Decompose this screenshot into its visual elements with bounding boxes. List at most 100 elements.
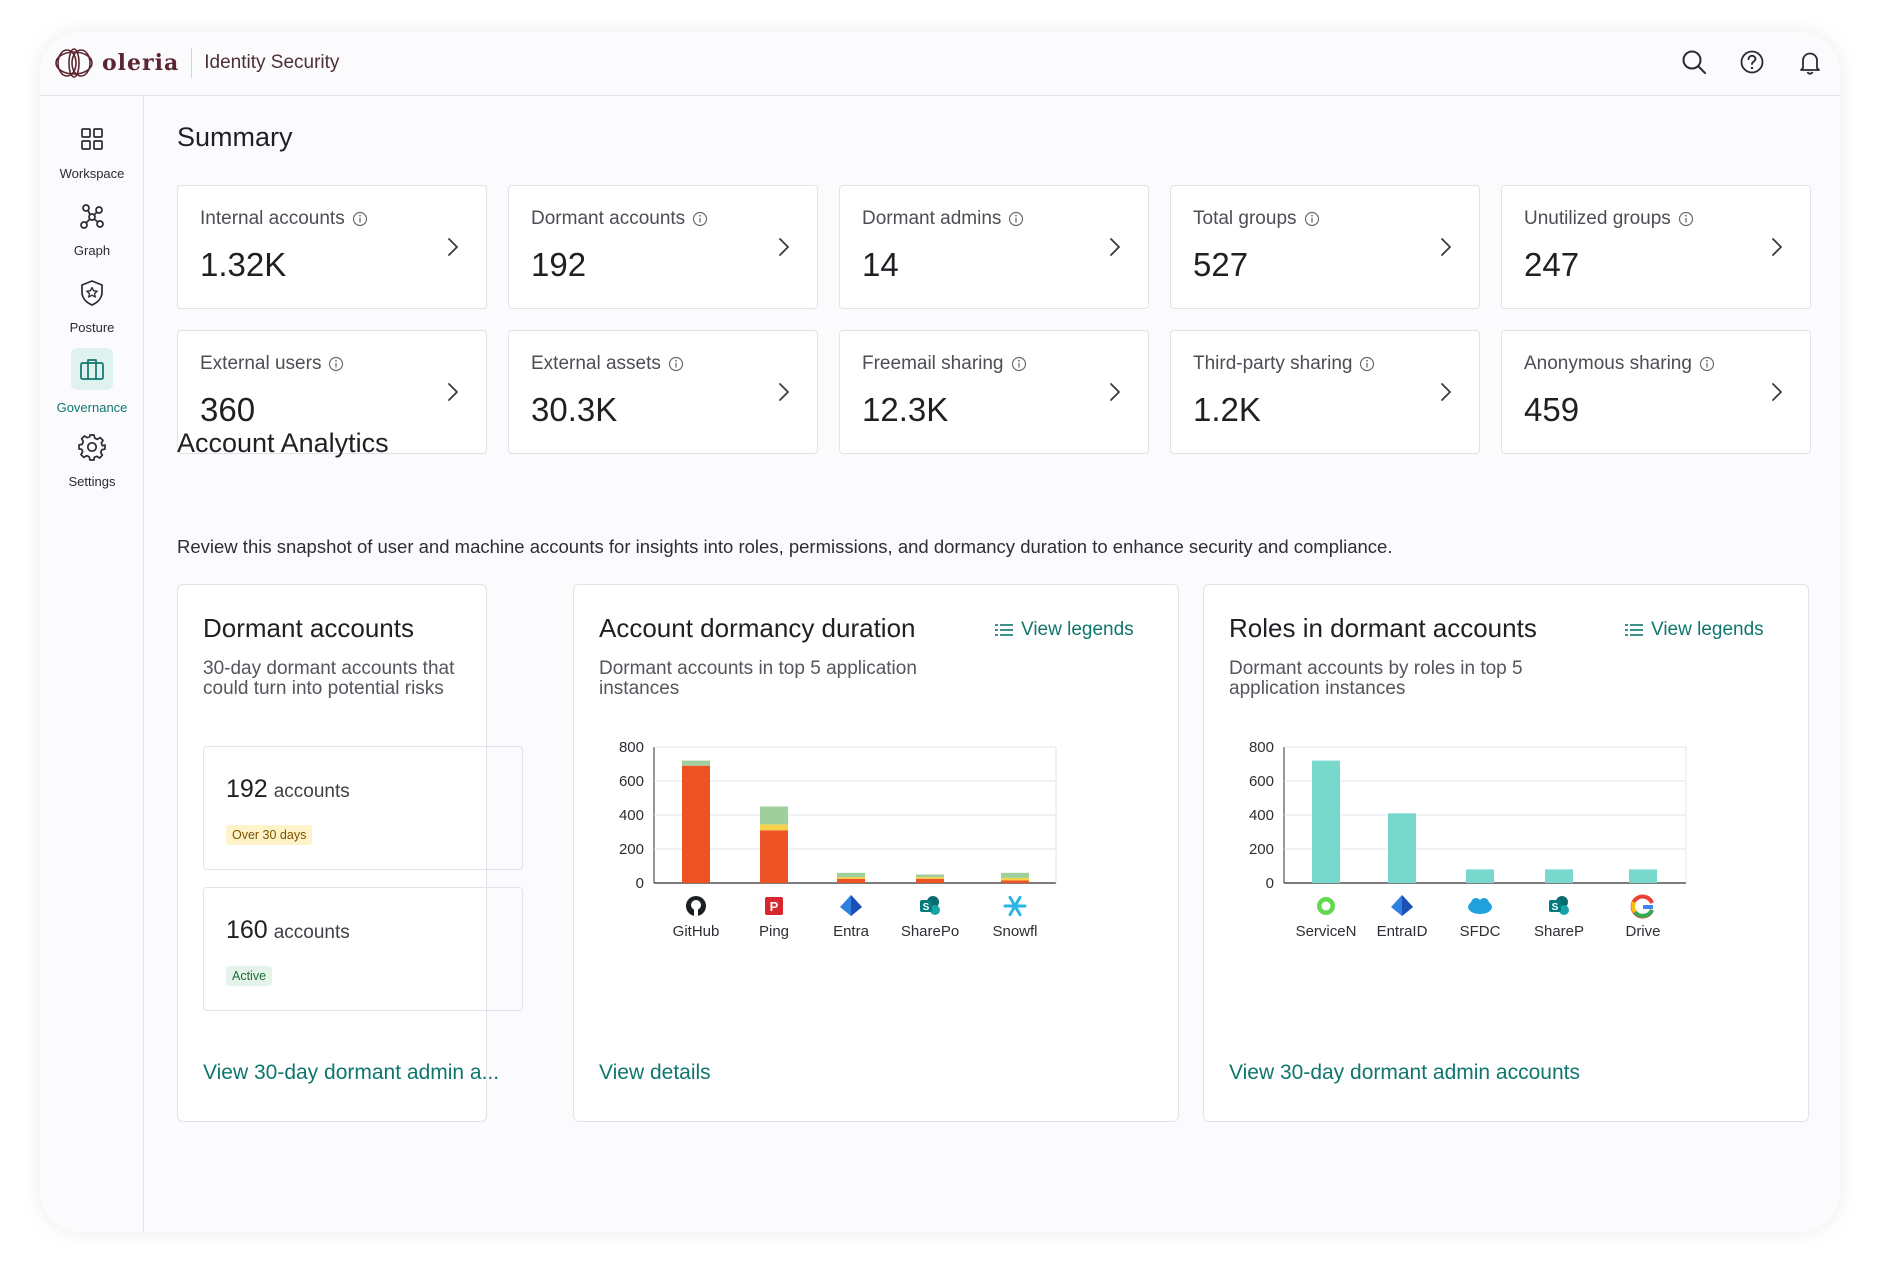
x-tick-label: SFDC	[1460, 923, 1501, 940]
summary-card-dormant-admins[interactable]: Dormant admins 14	[839, 185, 1149, 309]
card-label-text: Dormant accounts	[531, 208, 686, 229]
card-label: Dormant accounts	[531, 208, 708, 230]
chevron-right-icon[interactable]	[777, 381, 791, 403]
summary-card-unutilized-groups[interactable]: Unutilized groups 247	[1501, 185, 1811, 309]
roles-panel: Roles in dormant accounts View legends D…	[1203, 584, 1809, 1122]
search-icon[interactable]	[1680, 48, 1708, 76]
main-content: Summary Internal accounts 1.32K Dormant ac…	[144, 96, 1840, 1232]
info-icon[interactable]	[668, 356, 684, 372]
help-icon[interactable]	[1738, 48, 1766, 76]
chevron-right-icon[interactable]	[1770, 381, 1784, 403]
info-icon[interactable]	[1699, 356, 1715, 372]
y-tick-label: 800	[1249, 739, 1274, 756]
info-icon[interactable]	[1011, 356, 1027, 372]
y-tick-label: 400	[1249, 807, 1274, 824]
chevron-right-icon[interactable]	[1439, 236, 1453, 258]
info-icon[interactable]	[1304, 211, 1320, 227]
dormant-over-30-box[interactable]: 192 accounts Over 30 days	[203, 746, 523, 870]
bar-sharepo-segment-2[interactable]	[916, 877, 944, 879]
info-icon[interactable]	[1678, 211, 1694, 227]
panel-subtitle-line: Dormant accounts in top 5 application	[599, 658, 917, 679]
bar-sharepo-segment-1[interactable]	[916, 878, 944, 883]
view-legends-label: View legends	[1021, 619, 1134, 640]
summary-card-internal-accounts[interactable]: Internal accounts 1.32K	[177, 185, 487, 309]
drive-logo-icon	[1630, 894, 1654, 919]
bar-sharepo-segment-3[interactable]	[916, 874, 944, 878]
svg-text:S: S	[1552, 902, 1559, 913]
chevron-right-icon[interactable]	[1108, 236, 1122, 258]
sidebar-item-settings[interactable]: Settings	[40, 430, 144, 489]
chevron-right-icon[interactable]	[1108, 381, 1122, 403]
bar-ping-segment-1[interactable]	[760, 830, 788, 883]
count-unit: accounts	[273, 922, 350, 943]
bar-sharep-roles[interactable]	[1545, 869, 1573, 883]
app-window: oleria Identity Security	[40, 32, 1840, 1232]
sidebar-item-graph[interactable]: Graph	[40, 199, 144, 258]
chevron-right-icon[interactable]	[446, 236, 460, 258]
bar-entra-segment-3[interactable]	[837, 872, 865, 878]
bar-entraid-roles[interactable]	[1388, 813, 1416, 883]
y-tick-label: 600	[619, 773, 644, 790]
view-details-link[interactable]: View details	[599, 1061, 711, 1084]
sidebar-item-governance[interactable]: Governance	[40, 348, 144, 415]
analytics-description: Review this snapshot of user and machine…	[177, 536, 1393, 557]
status-badge: Over 30 days	[226, 825, 313, 845]
view-dormant-admin-accounts-link[interactable]: View 30-day dormant admin accounts	[1229, 1061, 1580, 1084]
bar-github-segment-3[interactable]	[682, 760, 710, 766]
bell-icon[interactable]	[1796, 48, 1824, 76]
entraid-logo-icon	[1391, 895, 1413, 916]
sidebar-item-label: Workspace	[59, 166, 125, 181]
brand[interactable]: oleria Identity Security	[52, 46, 339, 80]
chevron-right-icon[interactable]	[1770, 236, 1784, 258]
info-icon[interactable]	[328, 356, 344, 372]
bar-servicen-roles[interactable]	[1312, 760, 1340, 883]
info-icon[interactable]	[692, 211, 708, 227]
bar-entra-segment-2[interactable]	[837, 877, 865, 879]
x-tick-label: ServiceN	[1296, 923, 1357, 940]
active-accounts-box[interactable]: 160 accounts Active	[203, 887, 523, 1011]
summary-card-total-groups[interactable]: Total groups 527	[1170, 185, 1480, 309]
bar-ping-segment-3[interactable]	[760, 806, 788, 825]
governance-icon	[80, 359, 104, 380]
bar-drive-roles[interactable]	[1629, 869, 1657, 883]
summary-card-dormant-accounts[interactable]: Dormant accounts 192	[508, 185, 818, 309]
bar-entra-segment-1[interactable]	[837, 878, 865, 883]
bar-snowfl-segment-2[interactable]	[1001, 877, 1029, 881]
bar-sfdc-roles[interactable]	[1466, 869, 1494, 883]
dormancy-duration-chart: 0 200 400 600 800 GitHub P Ping Entra S SharePo Sno…	[619, 739, 1057, 940]
top-bar: oleria Identity Security	[40, 32, 1840, 96]
sharep-logo-icon: S	[1549, 896, 1569, 915]
view-legends-button[interactable]: View legends	[1625, 619, 1764, 641]
x-tick-label: Drive	[1625, 923, 1660, 940]
chevron-right-icon[interactable]	[777, 236, 791, 258]
card-value: 459	[1524, 391, 1580, 428]
sidebar-item-posture[interactable]: Posture	[40, 276, 144, 335]
summary-card-external-users[interactable]: External users 360	[177, 330, 487, 454]
chevron-right-icon[interactable]	[446, 381, 460, 403]
view-legends-button[interactable]: View legends	[995, 619, 1134, 641]
summary-card-anonymous-sharing[interactable]: Anonymous sharing 459	[1501, 330, 1811, 454]
info-icon[interactable]	[1008, 211, 1024, 227]
bar-snowfl-segment-1[interactable]	[1001, 880, 1029, 883]
graph-icon	[80, 204, 104, 229]
info-icon[interactable]	[1359, 356, 1375, 372]
card-label: Dormant admins	[862, 208, 1024, 230]
panel-title: Roles in dormant accounts	[1229, 613, 1537, 643]
card-label-text: Third-party sharing	[1193, 353, 1353, 374]
view-dormant-admin-link[interactable]: View 30-day dormant admin a...	[203, 1061, 500, 1084]
panel-subtitle: 30-day dormant accounts that could turn …	[203, 659, 454, 699]
info-icon[interactable]	[352, 211, 368, 227]
bar-github-segment-1[interactable]	[682, 765, 710, 883]
card-value: 192	[531, 246, 587, 283]
chevron-right-icon[interactable]	[1439, 381, 1453, 403]
card-value: 1.32K	[200, 246, 287, 283]
bar-ping-segment-2[interactable]	[760, 824, 788, 831]
summary-card-external-assets[interactable]: External assets 30.3K	[508, 330, 818, 454]
card-label-text: Dormant admins	[862, 208, 1002, 229]
gear-icon	[78, 434, 106, 461]
summary-card-third-party-sharing[interactable]: Third-party sharing 1.2K	[1170, 330, 1480, 454]
sidebar-item-workspace[interactable]: Workspace	[40, 122, 144, 181]
bar-snowfl-segment-3[interactable]	[1001, 872, 1029, 878]
summary-card-freemail-sharing[interactable]: Freemail sharing 12.3K	[839, 330, 1149, 454]
x-tick-label: Ping	[759, 923, 789, 940]
